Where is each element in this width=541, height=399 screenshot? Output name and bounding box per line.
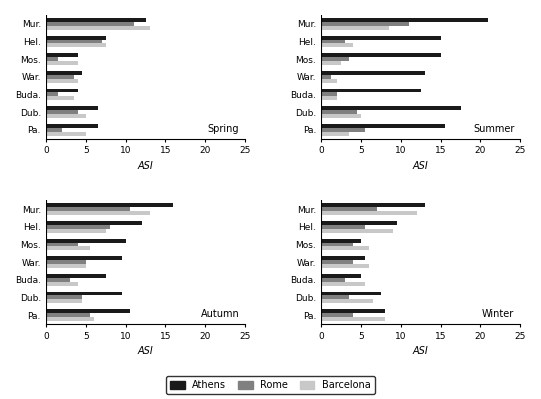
Bar: [46, 71, 82, 75]
Bar: [321, 247, 369, 250]
Bar: [321, 18, 489, 22]
Bar: [46, 203, 174, 207]
Bar: [46, 317, 94, 321]
Bar: [46, 110, 78, 114]
Bar: [321, 292, 381, 295]
Bar: [321, 221, 397, 225]
X-axis label: ASI: ASI: [137, 161, 154, 171]
Bar: [321, 71, 425, 75]
Bar: [321, 128, 365, 132]
Bar: [46, 247, 90, 250]
Bar: [321, 299, 373, 303]
Bar: [46, 239, 126, 243]
Bar: [46, 225, 110, 229]
Bar: [46, 132, 85, 136]
Text: Autumn: Autumn: [201, 309, 239, 319]
Bar: [46, 243, 78, 247]
Bar: [321, 132, 349, 136]
Bar: [321, 309, 385, 313]
Bar: [321, 110, 357, 114]
Bar: [46, 79, 78, 83]
Bar: [46, 292, 122, 295]
Bar: [46, 295, 82, 299]
Bar: [46, 207, 130, 211]
Bar: [46, 89, 78, 93]
Bar: [46, 22, 134, 26]
X-axis label: ASI: ASI: [413, 346, 428, 356]
Bar: [46, 282, 78, 286]
Bar: [46, 114, 85, 118]
Bar: [321, 211, 417, 215]
Bar: [46, 57, 58, 61]
Bar: [321, 61, 341, 65]
Bar: [46, 124, 98, 128]
Bar: [321, 106, 460, 110]
Bar: [321, 26, 389, 30]
Bar: [321, 282, 365, 286]
Bar: [321, 40, 345, 43]
Bar: [321, 93, 337, 97]
Bar: [321, 278, 345, 282]
Bar: [321, 260, 353, 264]
X-axis label: ASI: ASI: [137, 346, 154, 356]
Bar: [321, 207, 377, 211]
Bar: [46, 18, 146, 22]
Bar: [46, 128, 62, 132]
Bar: [46, 43, 105, 47]
Bar: [46, 256, 122, 260]
Bar: [321, 256, 365, 260]
Bar: [321, 243, 353, 247]
Bar: [46, 40, 102, 43]
Bar: [321, 124, 445, 128]
Bar: [46, 264, 85, 268]
Bar: [321, 317, 385, 321]
Bar: [321, 203, 425, 207]
Bar: [46, 278, 70, 282]
Bar: [321, 97, 337, 100]
Bar: [321, 75, 331, 79]
Bar: [321, 114, 361, 118]
Bar: [321, 264, 369, 268]
Bar: [46, 211, 149, 215]
Bar: [46, 106, 98, 110]
Bar: [46, 36, 105, 40]
Bar: [46, 26, 149, 30]
Legend: Athens, Rome, Barcelona: Athens, Rome, Barcelona: [166, 376, 375, 394]
Bar: [321, 53, 440, 57]
Bar: [321, 229, 393, 233]
Bar: [321, 43, 353, 47]
Bar: [321, 89, 421, 93]
Text: Summer: Summer: [473, 124, 514, 134]
Bar: [321, 36, 440, 40]
Bar: [321, 57, 349, 61]
Bar: [321, 225, 365, 229]
Bar: [46, 313, 90, 317]
Bar: [321, 79, 337, 83]
Bar: [46, 221, 142, 225]
X-axis label: ASI: ASI: [413, 161, 428, 171]
Bar: [321, 313, 353, 317]
Bar: [46, 93, 58, 97]
Bar: [46, 61, 78, 65]
Bar: [46, 229, 105, 233]
Bar: [321, 274, 361, 278]
Bar: [46, 260, 85, 264]
Text: Spring: Spring: [208, 124, 239, 134]
Bar: [321, 239, 361, 243]
Bar: [46, 75, 74, 79]
Text: Winter: Winter: [482, 309, 514, 319]
Bar: [46, 274, 105, 278]
Bar: [46, 309, 130, 313]
Bar: [46, 53, 78, 57]
Bar: [46, 97, 74, 100]
Bar: [46, 299, 82, 303]
Bar: [321, 22, 408, 26]
Bar: [321, 295, 349, 299]
